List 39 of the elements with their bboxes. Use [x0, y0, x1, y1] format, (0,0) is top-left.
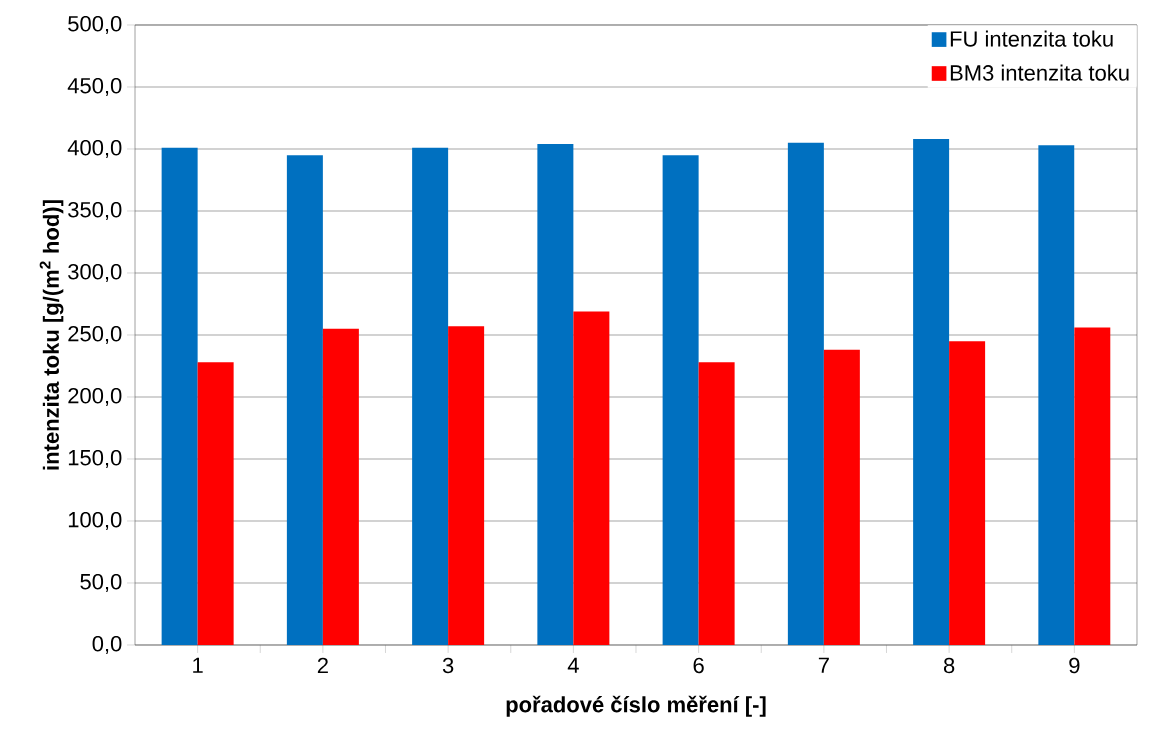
y-tick-label: 400,0: [67, 139, 122, 159]
bar: [1074, 327, 1111, 645]
x-tick-label: 2: [317, 657, 328, 674]
bar: [161, 147, 198, 645]
bar: [698, 362, 735, 645]
bar: [448, 326, 485, 645]
bar: [1038, 145, 1075, 645]
y-tick-label: 0,0: [92, 635, 122, 655]
bar: [197, 362, 234, 645]
y-tick-label: 300,0: [68, 263, 122, 283]
bar: [823, 349, 860, 645]
y-tick-label: 200,0: [68, 387, 122, 407]
y-axis-title: intenzita toku [g/(m$^{2}$ hod)]: [39, 200, 64, 470]
bar: [787, 142, 824, 645]
y-tick-label: 500,0: [68, 15, 122, 35]
y-tick-label: 350,0: [68, 201, 122, 221]
bar: [662, 155, 699, 645]
x-tick-label: 8: [943, 657, 955, 674]
y-tick-label: 450,0: [67, 77, 122, 97]
x-axis-title: pořadové číslo měření [-]: [506, 695, 766, 717]
x-tick-label: 6: [693, 657, 704, 674]
bar: [286, 155, 323, 645]
y-tick-label: 250,0: [68, 325, 122, 345]
x-tick-label: 1: [193, 657, 203, 673]
bar: [412, 147, 449, 645]
y-tick-label: 50,0: [80, 573, 122, 593]
x-tick-label: 9: [1069, 657, 1080, 674]
bar: [537, 144, 574, 645]
y-tick-label: 150,0: [68, 449, 122, 469]
y-tick-label: 100,0: [68, 511, 122, 531]
legend-label: FU intenzita toku: [950, 30, 1113, 47]
x-tick-label: 4: [567, 657, 579, 673]
bar: [322, 328, 359, 645]
bar: [573, 311, 610, 645]
legend-label: BM3 intenzita toku: [950, 64, 1129, 81]
x-tick-label: 7: [818, 657, 829, 673]
bar: [913, 139, 950, 645]
bar: [949, 341, 986, 645]
x-tick-label: 3: [442, 657, 454, 674]
